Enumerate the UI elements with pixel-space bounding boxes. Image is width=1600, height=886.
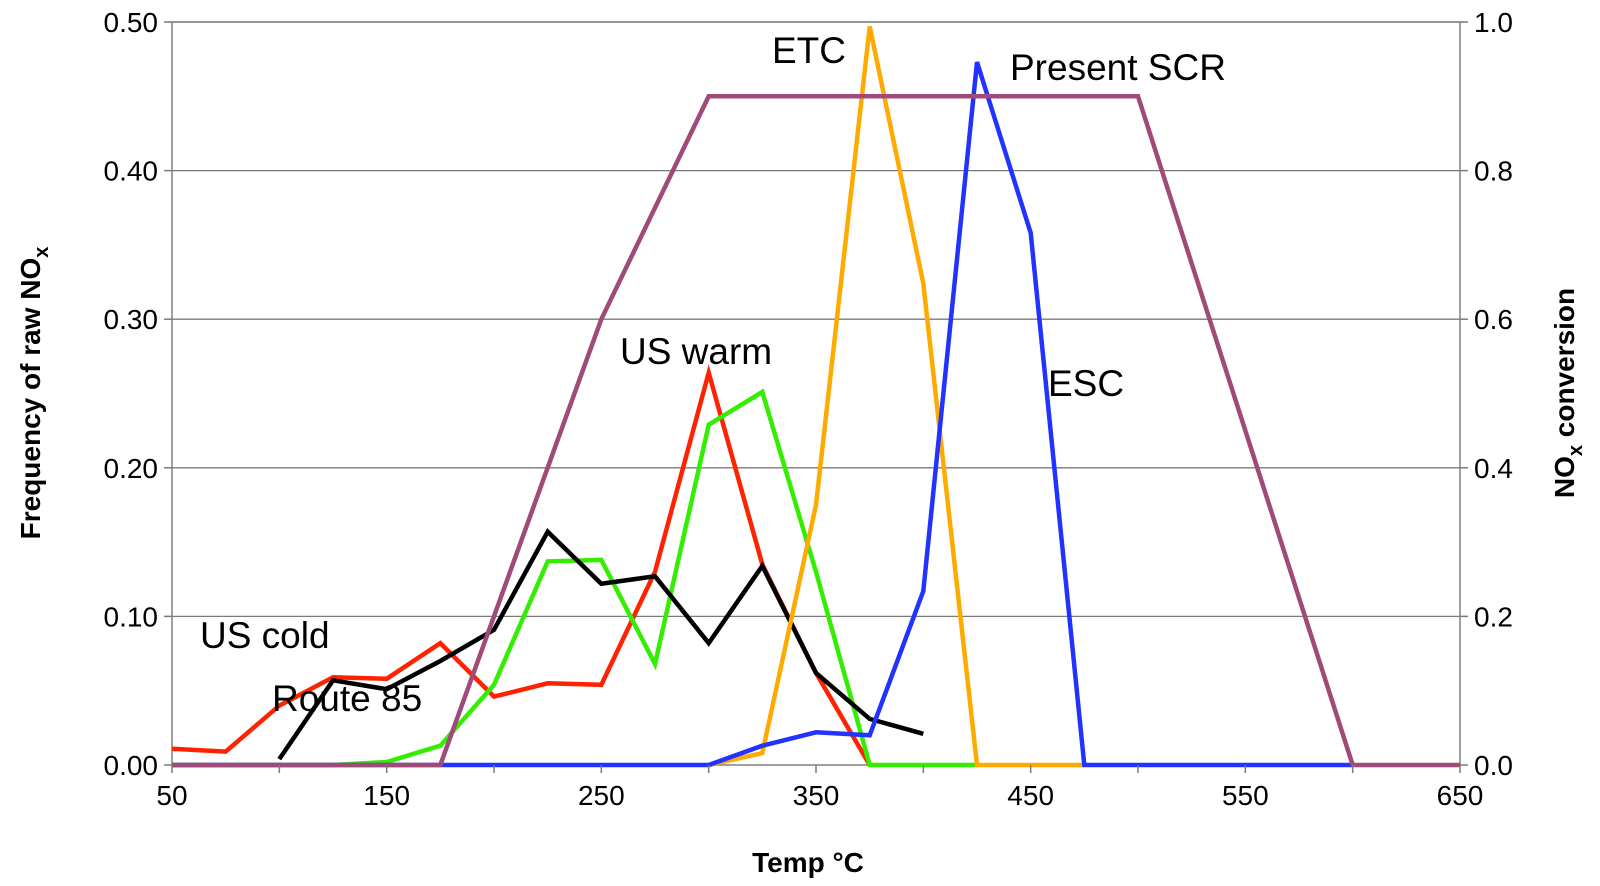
y-right-tick-label: 0.8 [1474,156,1513,187]
y-right-title-main: NO [1549,456,1580,498]
y-left-title-main: Frequency of raw NO [15,258,46,540]
y-right-tick-label: 1.0 [1474,7,1513,38]
x-tick-label: 350 [793,780,840,811]
x-axis-title: Temp °C [752,847,864,878]
y-right-axis-title: NOx conversion [1549,288,1587,498]
y-left-tick-label: 0.30 [104,304,159,335]
y-left-tick-label: 0.00 [104,750,159,781]
label-present-scr: Present SCR [1010,47,1226,88]
series-line-us-cold [171,364,872,767]
label-esc: ESC [1048,363,1124,404]
y-right-tick-label: 0.4 [1474,453,1513,484]
tick-marks [164,21,1468,773]
label-etc: ETC [772,30,846,71]
x-tick-label: 150 [363,780,410,811]
x-tick-label: 450 [1007,780,1054,811]
y-left-tick-label: 0.40 [104,156,159,187]
label-us-warm: US warm [620,331,772,372]
plot-area-frame [171,21,1461,766]
y-left-tick-label: 0.10 [104,601,159,632]
x-tick-label: 650 [1437,780,1484,811]
y-right-tick-label: 0.2 [1474,601,1513,632]
series-line-etc [708,26,1085,768]
y-left-title-subscript: x [31,247,53,258]
y-right-title-rest: conversion [1549,288,1580,445]
label-route-85: Route 85 [272,678,422,719]
gridlines [172,21,1460,618]
y-right-tick-label: 0.0 [1474,750,1513,781]
x-tick-label: 50 [156,780,187,811]
y-right-title-subscript: x [1565,445,1587,456]
y-left-tick-label: 0.50 [104,7,159,38]
x-tick-label: 550 [1222,780,1269,811]
series-line-present-scr [172,94,1460,768]
label-us-cold: US cold [200,615,330,656]
y-left-tick-label: 0.20 [104,453,159,484]
tick-labels: 0.00 0.10 0.20 0.30 0.40 0.50 0.0 0.2 0.4 0.6 0.8 1… [104,7,1513,811]
y-right-tick-label: 0.6 [1474,304,1513,335]
y-left-axis-title: Frequency of raw NOx [15,247,53,540]
series-lines [171,26,1460,768]
series-line-route-85 [277,528,924,761]
series-line-esc [172,61,1353,768]
x-tick-label: 250 [578,780,625,811]
